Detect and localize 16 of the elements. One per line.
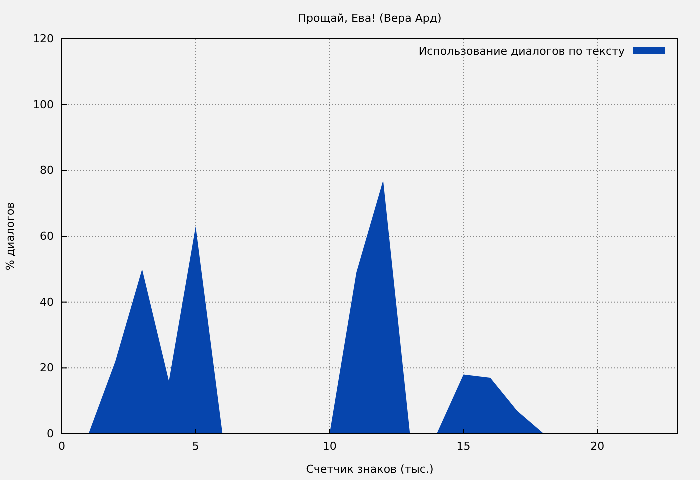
y-axis-title: % диалогов: [4, 202, 17, 271]
x-axis-title: Счетчик знаков (тыс.): [306, 463, 434, 476]
y-tick-label: 20: [40, 362, 54, 375]
y-tick-label: 100: [33, 98, 54, 112]
y-tick-label: 60: [40, 230, 54, 244]
y-tick-label: 0: [47, 428, 54, 441]
chart-title: Прощай, Ева! (Вера Ард): [298, 12, 442, 25]
y-tick-label: 80: [40, 164, 54, 178]
legend-label: Использование диалогов по тексту: [418, 45, 626, 58]
x-tick-label: 5: [192, 440, 200, 453]
x-tick-label: 15: [456, 440, 471, 453]
y-tick-label: 120: [33, 32, 54, 46]
x-tick-label: 0: [58, 440, 66, 453]
x-tick-label: 20: [590, 440, 605, 453]
y-tick-label: 40: [40, 296, 54, 309]
x-tick-label: 10: [322, 440, 337, 453]
